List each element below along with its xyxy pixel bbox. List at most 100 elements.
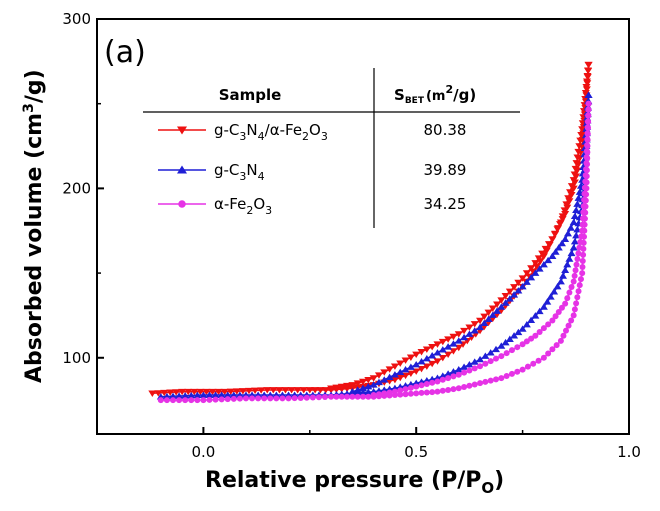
data-point	[460, 363, 469, 370]
data-point	[531, 312, 540, 319]
data-point	[573, 261, 580, 268]
data-point	[439, 376, 446, 383]
data-point	[438, 372, 447, 379]
data-point	[291, 395, 298, 402]
data-point	[492, 345, 500, 353]
data-point	[501, 338, 510, 346]
data-point	[585, 112, 592, 119]
data-point	[445, 375, 452, 382]
data-point	[541, 245, 550, 253]
data-point	[226, 388, 235, 396]
y-axis-title: Absorbed volume (cm3/g)	[21, 69, 47, 383]
data-point	[305, 387, 314, 394]
data-point	[518, 325, 527, 332]
data-point	[439, 387, 446, 394]
panel-label: (a)	[104, 35, 146, 70]
data-point	[370, 392, 377, 399]
data-point	[553, 226, 562, 233]
data-point	[321, 387, 330, 394]
data-point	[544, 256, 553, 264]
data-point	[444, 343, 453, 350]
data-point	[445, 386, 452, 393]
data-point	[396, 368, 405, 375]
data-point	[187, 391, 196, 399]
data-point	[476, 317, 485, 325]
data-point	[568, 284, 575, 291]
data-point	[548, 236, 557, 243]
data-point	[538, 250, 547, 258]
data-point	[438, 338, 447, 346]
data-point	[544, 241, 553, 248]
data-point	[279, 395, 286, 402]
data-point	[570, 312, 577, 319]
data-point	[407, 384, 414, 391]
x-axis-title: Relative pressure (P/PO)	[205, 468, 504, 497]
legend-marker	[177, 126, 187, 135]
data-point	[488, 305, 497, 312]
data-point	[450, 386, 457, 393]
data-point	[364, 388, 373, 395]
data-point	[251, 387, 260, 395]
data-point	[444, 336, 453, 343]
data-point	[574, 255, 581, 262]
data-point	[178, 388, 187, 396]
data-point	[583, 74, 592, 81]
x-axis-title-main: Relative pressure (P/P	[205, 468, 481, 493]
data-point	[449, 333, 458, 341]
data-point	[359, 388, 367, 396]
legend-marker	[178, 200, 186, 208]
data-point	[386, 389, 393, 396]
data-point	[297, 394, 304, 401]
data-point	[503, 350, 510, 357]
data-point	[360, 393, 366, 400]
data-point	[539, 261, 548, 268]
data-point	[580, 251, 587, 258]
data-point	[236, 395, 243, 402]
series-line-adsorption	[160, 95, 590, 398]
data-point	[518, 275, 527, 282]
data-point	[584, 118, 591, 125]
data-point	[401, 366, 410, 373]
data-point	[579, 227, 586, 234]
data-point	[396, 360, 405, 367]
data-point	[562, 300, 569, 307]
data-point	[181, 392, 190, 399]
data-point	[582, 178, 589, 185]
data-point	[514, 344, 521, 351]
data-point	[413, 390, 420, 397]
data-point	[412, 351, 421, 358]
data-point	[255, 395, 262, 402]
data-point	[299, 387, 308, 394]
data-point	[353, 380, 362, 387]
data-point	[465, 330, 474, 337]
data-point	[413, 383, 420, 390]
data-point	[577, 239, 584, 246]
data-point	[584, 130, 591, 137]
data-point	[261, 395, 268, 402]
data-point	[584, 142, 591, 149]
data-point	[514, 279, 523, 287]
data-point	[565, 322, 572, 329]
data-point	[549, 317, 556, 324]
data-point	[566, 289, 573, 296]
data-point	[574, 194, 583, 201]
data-point	[570, 278, 577, 285]
data-point	[390, 363, 399, 370]
data-point	[573, 167, 582, 174]
data-point	[267, 395, 274, 402]
data-point	[428, 343, 437, 351]
data-point	[461, 369, 468, 376]
data-point	[578, 233, 585, 240]
data-point	[455, 385, 462, 392]
data-point	[311, 387, 320, 394]
data-point	[552, 313, 559, 320]
data-point	[560, 332, 567, 339]
data-point	[553, 342, 560, 349]
data-point	[353, 386, 362, 393]
data-point	[263, 387, 272, 394]
data-point	[460, 333, 469, 341]
data-point	[461, 383, 468, 390]
data-point	[470, 358, 479, 365]
data-point	[540, 325, 547, 332]
data-point	[257, 387, 266, 394]
